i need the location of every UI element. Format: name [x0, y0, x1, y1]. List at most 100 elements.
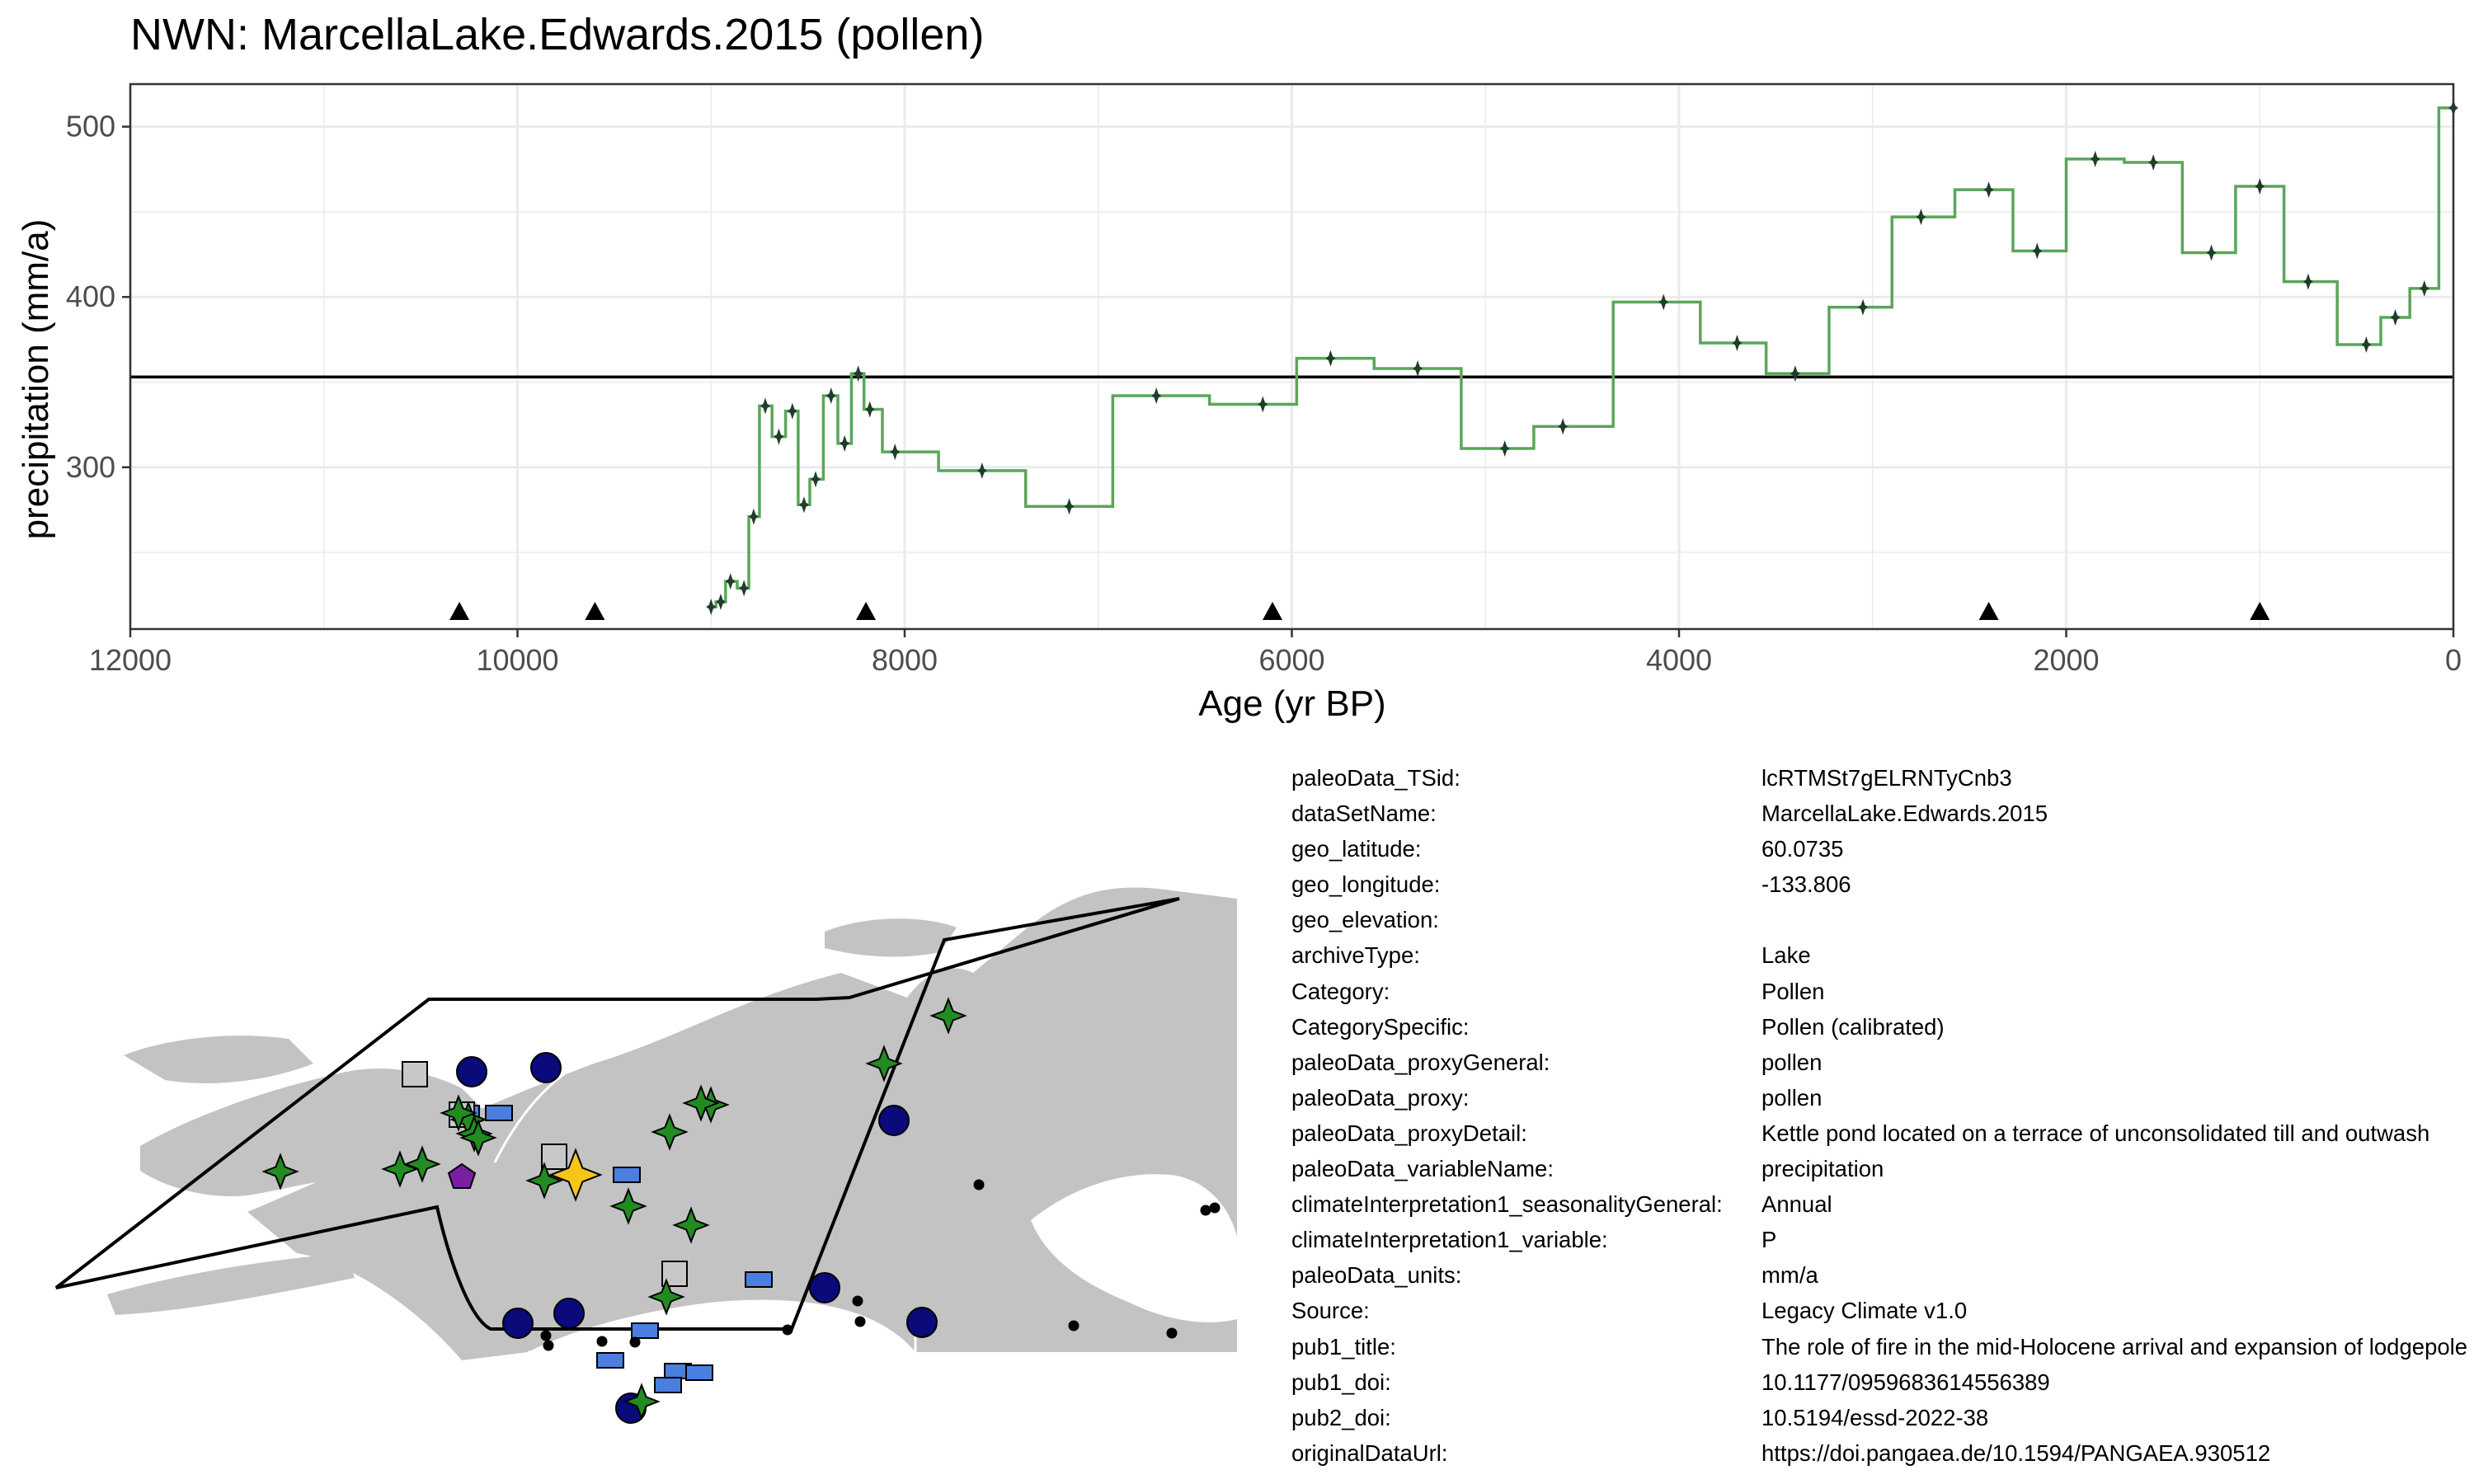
site-circle — [906, 1307, 938, 1338]
metadata-value: Pollen — [1761, 978, 1825, 1004]
data-point — [1064, 498, 1075, 515]
site-rectangle — [485, 1105, 513, 1121]
border-line-2 — [528, 1336, 917, 1354]
age-control-marker — [585, 602, 605, 620]
lake-areas — [1031, 1174, 1237, 1322]
data-point — [1916, 209, 1926, 226]
x-tick-label: 12000 — [89, 643, 172, 677]
site-star — [609, 1187, 647, 1225]
data-point — [2148, 154, 2159, 171]
metadata-key: geo_elevation: — [1291, 907, 1439, 933]
x-tick-label: 4000 — [1646, 643, 1712, 677]
metadata-value: Annual — [1761, 1191, 1832, 1218]
site-circle — [878, 1105, 910, 1136]
metadata-value: Kettle pond located on a terrace of unco… — [1761, 1120, 2430, 1146]
data-point — [2032, 242, 2043, 260]
site-star — [929, 997, 967, 1035]
data-point — [2090, 150, 2100, 167]
metadata-key: paleoData_units: — [1291, 1262, 1462, 1289]
metadata-row: archiveType: Lake — [1291, 937, 2474, 973]
metadata-table: paleoData_TSid: lcRTMSt7gELRNTyCnb3 dataSe… — [1291, 760, 2474, 1471]
data-point — [811, 471, 821, 488]
data-point — [1413, 359, 1423, 377]
y-tick-label: 300 — [66, 450, 115, 484]
metadata-value: Pollen (calibrated) — [1761, 1013, 1945, 1040]
metadata-key: pub1_title: — [1291, 1333, 1396, 1360]
metadata-key: originalDataUrl: — [1291, 1439, 1448, 1466]
data-point — [739, 580, 750, 597]
metadata-key: paleoData_variableName: — [1291, 1156, 1554, 1182]
y-axis: 300 400 500 — [66, 110, 130, 484]
data-point — [798, 496, 809, 514]
site-dot — [1166, 1327, 1178, 1339]
metadata-key: pub1_doi: — [1291, 1369, 1391, 1395]
data-point — [787, 402, 797, 420]
metadata-key: pub2_doi: — [1291, 1404, 1391, 1430]
metadata-row: paleoData_TSid: lcRTMSt7gELRNTyCnb3 — [1291, 760, 2474, 796]
site-rectangle — [596, 1352, 624, 1369]
metadata-value: 10.5194/essd-2022-38 — [1761, 1404, 1989, 1430]
site-circle — [809, 1272, 840, 1303]
y-tick-label: 500 — [66, 110, 115, 143]
land-mass-southwest — [107, 1253, 355, 1315]
site-dot — [629, 1336, 641, 1348]
site-dot — [543, 1340, 554, 1351]
metadata-value — [1761, 902, 2474, 937]
metadata-key: geo_latitude: — [1291, 836, 1422, 862]
age-control-marker — [856, 602, 877, 620]
map-sites — [261, 997, 1221, 1424]
site-star — [647, 1278, 685, 1316]
data-point — [760, 397, 770, 415]
site-circle — [456, 1056, 487, 1087]
data-point — [1325, 350, 1336, 367]
site-square — [402, 1061, 428, 1087]
site-dot — [854, 1316, 866, 1327]
lake-area-east — [1031, 1174, 1237, 1322]
data-point — [1499, 440, 1510, 458]
metadata-key: geo_longitude: — [1291, 871, 1441, 898]
x-tick-label: 6000 — [1258, 643, 1324, 677]
data-point — [1258, 396, 1268, 413]
data-point — [864, 401, 875, 418]
metadata-row: pub1_doi: 10.1177/0959683614556389 — [1291, 1364, 2474, 1400]
data-point — [2419, 279, 2429, 297]
metadata-row: geo_elevation: — [1291, 902, 2474, 937]
metadata-value: 60.0735 — [1761, 836, 1844, 862]
metadata-value: P — [1761, 1227, 1777, 1253]
site-circle — [530, 1052, 562, 1083]
metadata-value: mm/a — [1761, 1262, 1818, 1289]
age-control-marker — [1263, 602, 1283, 620]
data-point — [890, 444, 901, 461]
age-control-marker — [1978, 602, 1999, 620]
metadata-value: https://doi.pangaea.de/10.1594/PANGAEA.9… — [1761, 1439, 2271, 1466]
metadata-value: MarcellaLake.Edwards.2015 — [1761, 801, 2048, 827]
site-star-selected — [548, 1148, 603, 1202]
data-point — [706, 599, 717, 616]
metadata-value: Legacy Climate v1.0 — [1761, 1298, 1968, 1324]
metadata-key: Source: — [1291, 1298, 1370, 1324]
metadata-row: Category: Pollen — [1291, 974, 2474, 1009]
data-point — [1983, 181, 1994, 199]
metadata-key: climateInterpretation1_variable: — [1291, 1227, 1608, 1253]
metadata-value: pollen — [1761, 1084, 1823, 1111]
site-dot — [540, 1330, 552, 1341]
chart: NWN: MarcellaLake.Edwards.2015 (pollen) … — [16, 10, 2462, 724]
data-point — [853, 365, 863, 383]
data-point — [825, 387, 836, 405]
data-point — [840, 434, 850, 452]
metadata-key: paleoData_proxy: — [1291, 1084, 1470, 1111]
metadata-value: Lake — [1761, 942, 1811, 969]
metadata-key: climateInterpretation1_seasonalityGenera… — [1291, 1191, 1723, 1218]
metadata-row: paleoData_units: mm/a — [1291, 1257, 2474, 1293]
metadata-row: Source: Legacy Climate v1.0 — [1291, 1293, 2474, 1328]
data-point — [2390, 308, 2401, 326]
site-circle — [553, 1298, 585, 1329]
age-control-marker — [449, 602, 470, 620]
site-star — [525, 1162, 563, 1200]
data-point — [1858, 298, 1869, 316]
border-line-1 — [493, 1037, 644, 1163]
metadata-row: geo_longitude: -133.806 — [1291, 866, 2474, 902]
metadata-value: lcRTMSt7gELRNTyCnb3 — [1761, 765, 2012, 791]
region-outline — [54, 897, 1180, 1331]
site-star — [865, 1045, 903, 1082]
